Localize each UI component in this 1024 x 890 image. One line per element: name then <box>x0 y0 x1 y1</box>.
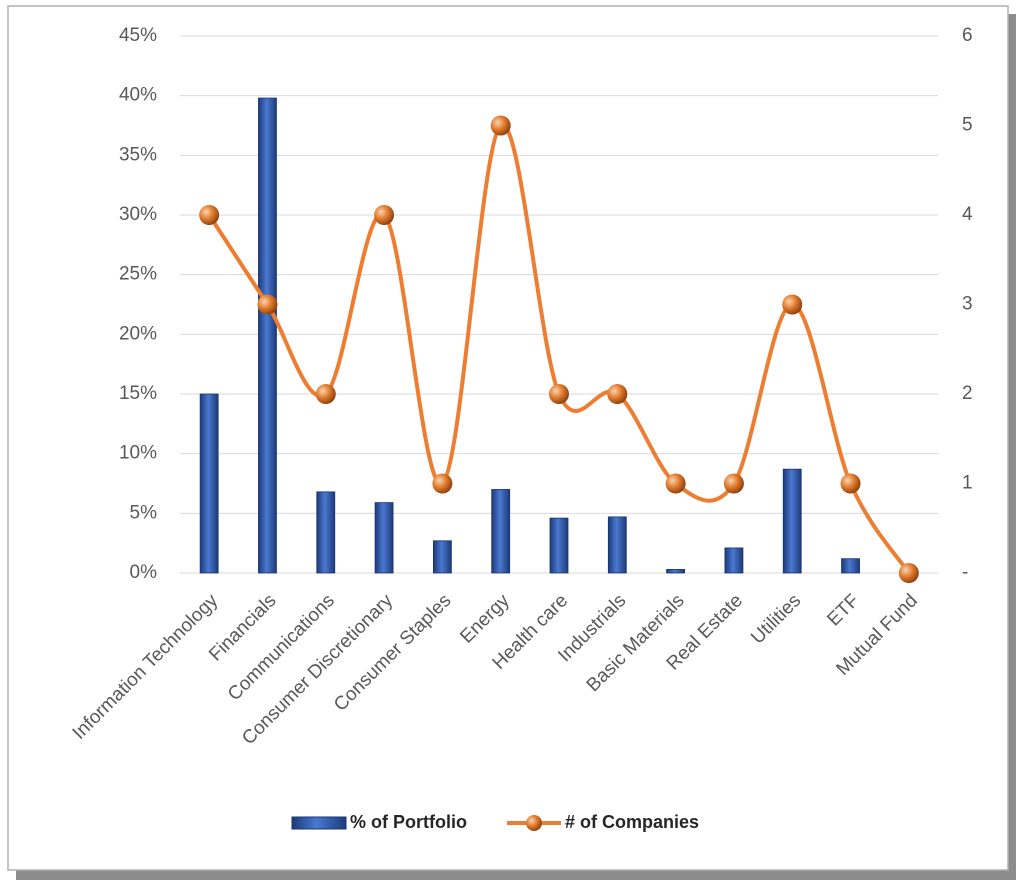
bar <box>549 517 569 574</box>
y-tick-label: 5% <box>130 502 158 523</box>
bar <box>374 502 394 574</box>
y-tick-label: 0% <box>130 562 158 583</box>
line-marker <box>782 294 803 315</box>
y-tick-label: 25% <box>119 264 157 285</box>
line-marker <box>199 205 220 225</box>
y-tick-label: 35% <box>119 144 157 165</box>
line-marker <box>315 384 336 404</box>
y2-tick-label: 6 <box>962 25 973 46</box>
line-marker <box>723 473 744 494</box>
bar <box>782 468 802 574</box>
line-marker <box>374 205 395 225</box>
legend-label: # of Companies <box>565 812 699 832</box>
bar <box>724 547 744 574</box>
bar <box>432 540 452 574</box>
frame <box>7 5 1009 871</box>
line-marker <box>898 563 919 583</box>
bar <box>316 491 336 574</box>
line-marker <box>490 115 511 136</box>
y-tick-label: 30% <box>119 204 157 225</box>
line-marker <box>840 473 861 494</box>
bar <box>491 489 511 574</box>
bar <box>199 393 219 574</box>
legend-swatch <box>525 815 542 831</box>
y2-tick-label: 1 <box>962 473 973 494</box>
line-marker <box>607 384 628 404</box>
y2-tick-label: - <box>962 562 968 583</box>
bar <box>258 97 277 574</box>
y-tick-label: 10% <box>119 443 157 464</box>
bar <box>841 558 860 574</box>
legend-swatch <box>291 816 347 830</box>
line-marker <box>665 473 686 494</box>
y2-tick-label: 4 <box>962 204 973 225</box>
line-marker <box>549 384 569 404</box>
legend-label: % of Portfolio <box>350 812 467 832</box>
bar <box>607 516 627 574</box>
y2-tick-label: 2 <box>962 383 973 404</box>
y2-tick-label: 5 <box>962 115 973 136</box>
line-marker <box>257 294 278 315</box>
y-tick-label: 45% <box>119 25 157 46</box>
bar <box>666 569 686 574</box>
line-marker <box>432 473 453 494</box>
y-tick-label: 20% <box>119 323 157 344</box>
y-tick-label: 15% <box>119 383 157 404</box>
y-tick-label: 40% <box>119 85 157 106</box>
y2-tick-label: 3 <box>962 294 973 315</box>
